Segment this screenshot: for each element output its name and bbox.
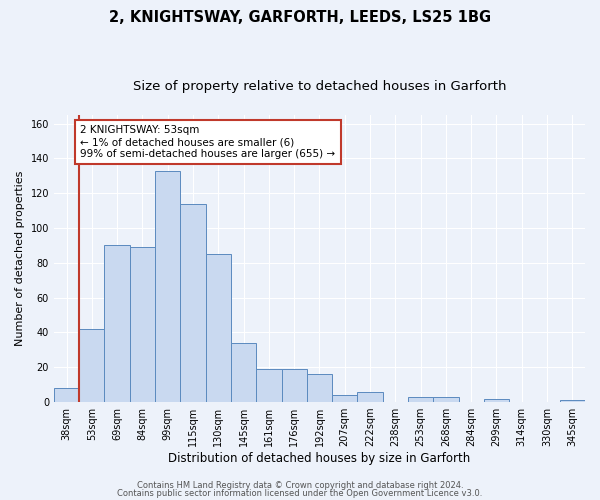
Bar [256, 369, 281, 402]
Bar [358, 392, 383, 402]
Bar [433, 397, 458, 402]
Bar [332, 395, 358, 402]
Bar [231, 343, 256, 402]
Bar [408, 397, 433, 402]
Bar [54, 388, 79, 402]
Bar [484, 398, 509, 402]
Bar [281, 369, 307, 402]
Title: Size of property relative to detached houses in Garforth: Size of property relative to detached ho… [133, 80, 506, 93]
Bar [181, 204, 206, 402]
Bar [104, 246, 130, 402]
Bar [130, 247, 155, 402]
Text: Contains HM Land Registry data © Crown copyright and database right 2024.: Contains HM Land Registry data © Crown c… [137, 481, 463, 490]
X-axis label: Distribution of detached houses by size in Garforth: Distribution of detached houses by size … [169, 452, 470, 465]
Bar [307, 374, 332, 402]
Bar [79, 329, 104, 402]
Bar [155, 170, 181, 402]
Text: Contains public sector information licensed under the Open Government Licence v3: Contains public sector information licen… [118, 488, 482, 498]
Text: 2, KNIGHTSWAY, GARFORTH, LEEDS, LS25 1BG: 2, KNIGHTSWAY, GARFORTH, LEEDS, LS25 1BG [109, 10, 491, 25]
Bar [560, 400, 585, 402]
Bar [206, 254, 231, 402]
Y-axis label: Number of detached properties: Number of detached properties [15, 171, 25, 346]
Text: 2 KNIGHTSWAY: 53sqm
← 1% of detached houses are smaller (6)
99% of semi-detached: 2 KNIGHTSWAY: 53sqm ← 1% of detached hou… [80, 126, 335, 158]
